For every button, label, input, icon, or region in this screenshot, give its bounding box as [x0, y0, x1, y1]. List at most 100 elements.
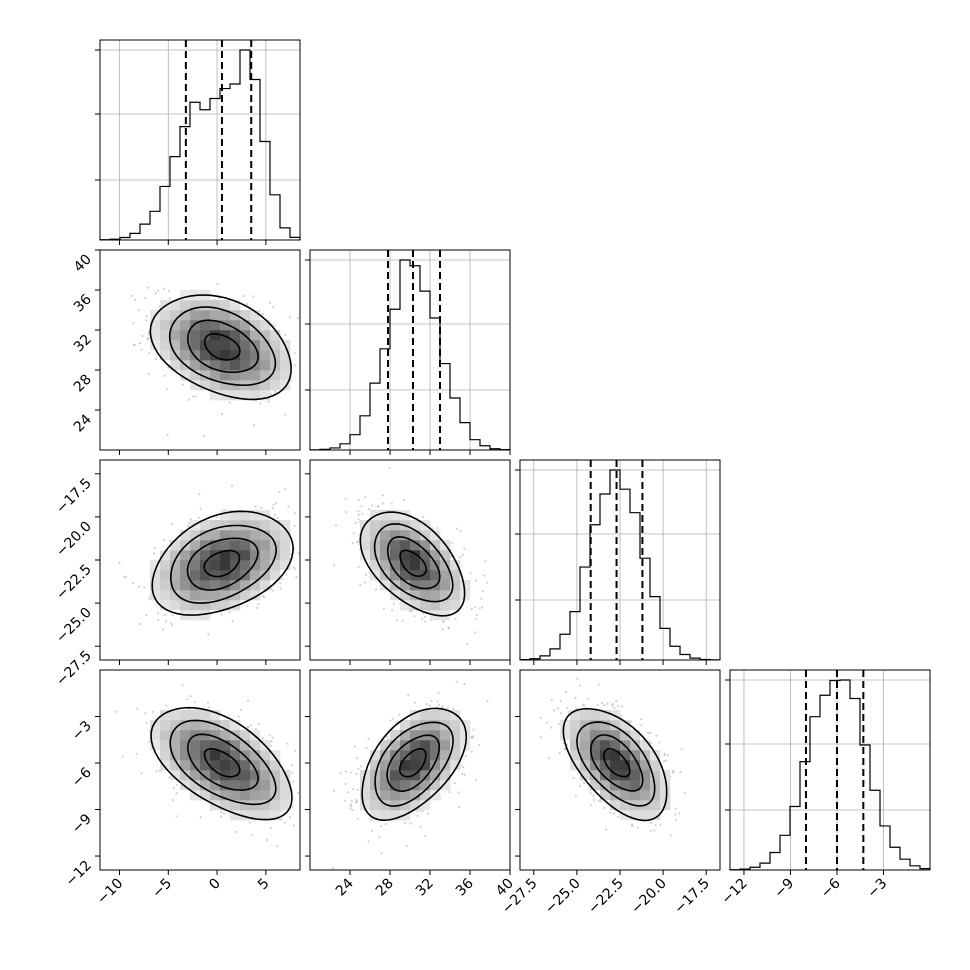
density-cell [590, 740, 601, 751]
density-cell [390, 790, 401, 801]
scatter-point [546, 721, 549, 724]
density-cell [170, 330, 181, 341]
density-cell [250, 580, 261, 591]
scatter-point [294, 352, 297, 355]
scatter-point [367, 840, 370, 843]
scatter-point [392, 602, 396, 606]
density-cell [190, 590, 201, 601]
density-cell [270, 370, 281, 381]
density-cell [240, 730, 251, 741]
density-cell [180, 330, 191, 341]
density-cell [180, 300, 191, 311]
density-cell [400, 580, 411, 591]
density-cell [230, 340, 241, 351]
scatter-point [680, 748, 683, 751]
scatter-point [367, 737, 370, 740]
density-cell [260, 750, 271, 761]
density-cell [260, 800, 271, 811]
scatter-point [162, 628, 165, 631]
scatter-point [589, 804, 593, 807]
density-cell [170, 320, 181, 331]
density-cell [160, 760, 171, 771]
density-cell [180, 720, 191, 731]
density-cell [430, 770, 441, 781]
density-cell [210, 360, 221, 371]
density-cell [190, 780, 201, 791]
scatter-point [250, 834, 253, 837]
scatter-point [269, 744, 272, 747]
density-cell [450, 580, 461, 591]
density-cell [210, 380, 221, 391]
density-cell [410, 740, 421, 751]
density-cell [190, 720, 201, 731]
density-cell [430, 750, 441, 761]
scatter-point [474, 631, 477, 634]
scatter-point [349, 771, 352, 774]
pair-panel-3-0 [95, 669, 301, 875]
density-cell [250, 750, 261, 761]
scatter-point [617, 704, 620, 708]
density-cell [210, 550, 221, 561]
scatter-point [255, 606, 259, 610]
density-cell [220, 360, 231, 371]
density-cell [240, 580, 251, 591]
density-cell [390, 510, 401, 521]
density-cell [260, 570, 271, 581]
scatter-point [455, 680, 458, 683]
density-cell [190, 340, 201, 351]
density-cell [410, 520, 421, 531]
scatter-point [147, 372, 150, 376]
scatter-point [247, 699, 250, 703]
scatter-point [167, 776, 171, 779]
scatter-point [459, 530, 462, 533]
scatter-point [631, 824, 634, 828]
scatter-point [257, 602, 260, 606]
density-cell [280, 360, 291, 371]
density-cell [640, 770, 651, 781]
scatter-point [130, 294, 133, 297]
density-cell [230, 320, 241, 331]
scatter-point [289, 816, 292, 819]
density-cell [360, 550, 371, 561]
density-cell [380, 770, 391, 781]
scatter-point [567, 711, 570, 714]
density-cell [360, 800, 371, 811]
density-cell [630, 770, 641, 781]
scatter-point [280, 809, 283, 813]
density-cell [410, 580, 421, 591]
scatter-point [175, 783, 178, 786]
scatter-point [235, 830, 238, 834]
density-cell [240, 310, 251, 321]
scatter-point [477, 743, 481, 747]
density-cell [250, 510, 261, 521]
density-cell [220, 320, 231, 331]
density-cell [640, 740, 651, 751]
density-cell [460, 580, 471, 591]
density-cell [420, 580, 431, 591]
density-cell [280, 520, 291, 531]
histogram-steps-1 [309, 259, 511, 451]
scatter-point [649, 829, 652, 833]
density-cell [200, 780, 211, 791]
density-cell [240, 360, 251, 371]
density-cell [250, 310, 261, 321]
density-cell [430, 710, 441, 721]
scatter-point [463, 682, 466, 686]
density-cell [620, 790, 631, 801]
scatter-point [268, 301, 272, 304]
density-cell [220, 770, 231, 781]
x-tick-label-2-4: −17.5 [671, 876, 713, 918]
scatter-point [389, 719, 392, 722]
scatter-point [631, 823, 634, 826]
y-tick-label-3-2: −6 [69, 764, 95, 790]
scatter-point [478, 607, 481, 610]
density-cell [280, 780, 291, 791]
scatter-point [572, 776, 575, 780]
scatter-point [186, 698, 189, 701]
scatter-point [357, 510, 360, 513]
density-cell [170, 760, 181, 771]
density-cell [250, 810, 261, 821]
density-cell [180, 560, 191, 571]
scatter-point [374, 588, 378, 591]
scatter-point [280, 818, 283, 821]
